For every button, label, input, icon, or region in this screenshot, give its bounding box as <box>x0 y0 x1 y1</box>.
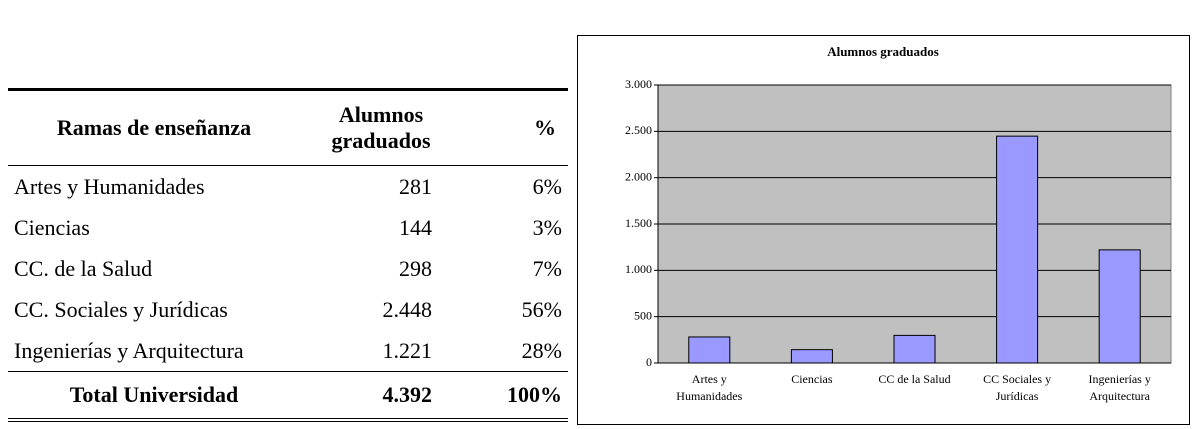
table-row: Ingenierías y Arquitectura 1.221 28% <box>8 330 568 372</box>
x-tick-label: Artes y Humanidades <box>676 372 743 403</box>
table-cell: 3% <box>532 214 562 240</box>
x-tick-label-box: CC Sociales y Jurídicas <box>983 372 1052 403</box>
y-tick-label: 1.000 <box>625 262 652 276</box>
chart-container: Alumnos graduados 0 500 1.000 1.500 2.000 2.5… <box>577 35 1190 425</box>
y-tick-label: 3.000 <box>625 77 652 91</box>
y-tick-label: 2.500 <box>625 123 652 137</box>
x-tick-label: Ingenierías y Arquitectura <box>1088 372 1151 403</box>
header-row: Ramas de enseñanza Alumnos graduados % <box>8 88 568 166</box>
x-tick-label-box: CC de la Salud <box>878 372 951 386</box>
x-tick-label: CC de la Salud <box>878 372 951 386</box>
table-cell: CC. de la Salud <box>14 255 153 281</box>
table-cell: Total Universidad <box>8 371 300 422</box>
x-tick-label-box: Ciencias <box>791 372 833 386</box>
y-tick-label: 0 <box>646 355 652 369</box>
table-cell: Artes y Humanidades <box>14 173 205 199</box>
table-cell: 1.221 <box>382 337 433 363</box>
table-cell: 2.448 <box>382 296 433 322</box>
header-cell: % <box>462 88 568 166</box>
table-cell: Ciencias <box>14 214 90 240</box>
table-cell: 281 <box>399 173 432 199</box>
header-cell: Alumnos graduados <box>300 88 462 166</box>
table-row: Artes y Humanidades 281 6% <box>8 166 568 208</box>
x-tick-label: Ciencias <box>791 372 833 386</box>
bar <box>996 135 1039 364</box>
chart: Alumnos graduados 0 500 1.000 1.500 2.000 2.5… <box>625 44 1172 403</box>
table-row: Ciencias 144 3% <box>8 207 568 248</box>
chart-title: Alumnos graduados <box>827 44 939 59</box>
data-table: Ramas de enseñanza Alumnos graduados % A… <box>8 88 568 422</box>
table-body: Artes y Humanidades 281 6% Ciencias 144 3% CC.… <box>8 166 568 422</box>
bar <box>1098 249 1141 364</box>
y-tick-label: 1.500 <box>625 216 652 230</box>
table-cell: 56% <box>521 296 562 322</box>
header-cell: Ramas de enseñanza <box>8 88 300 166</box>
bar <box>688 336 731 364</box>
table-cell: 298 <box>399 255 432 281</box>
x-tick-label-box: Artes y Humanidades <box>676 372 743 403</box>
table-cell: 100% <box>462 371 568 422</box>
x-tick-label: CC Sociales y Jurídicas <box>983 372 1052 403</box>
y-tick-label: 2.000 <box>625 169 652 183</box>
table-cell: 4.392 <box>300 371 462 422</box>
table-cell: 7% <box>532 255 562 281</box>
y-tick-label: 500 <box>634 308 652 322</box>
table-cell: Ingenierías y Arquitectura <box>14 337 244 363</box>
bar <box>893 334 936 364</box>
table-cell: 6% <box>532 173 562 199</box>
table-cell: CC. Sociales y Jurídicas <box>14 296 228 322</box>
table-row: CC. Sociales y Jurídicas 2.448 56% <box>8 289 568 330</box>
table-cell: 144 <box>399 214 432 240</box>
table-row: CC. de la Salud 298 7% <box>8 248 568 289</box>
table-cell: 28% <box>521 337 562 363</box>
table-row: Total Universidad 4.392 100% <box>8 371 568 422</box>
bar <box>790 349 833 364</box>
x-tick-label-box: Ingenierías y Arquitectura <box>1088 372 1151 403</box>
